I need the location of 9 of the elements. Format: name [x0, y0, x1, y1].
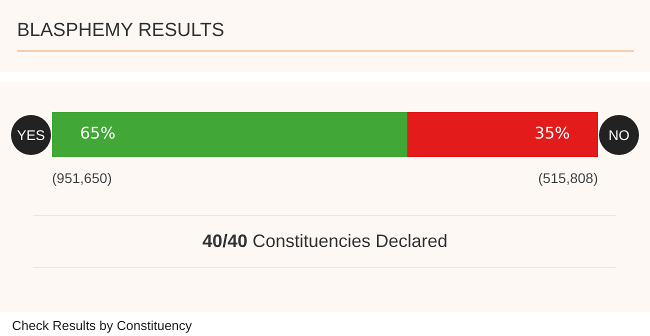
data-label: 65%	[80, 124, 116, 143]
series-label: YES	[11, 115, 51, 155]
chart-title: BLASPHEMY RESULTS	[17, 20, 224, 42]
text: Check Results by Constituency	[12, 318, 192, 333]
text: 40/40 Constituencies Declared	[201, 231, 449, 252]
data-label: 35%	[534, 124, 570, 143]
text: (515,808)	[538, 170, 598, 186]
series-label: NO	[599, 115, 639, 155]
text: (951,650)	[52, 170, 112, 186]
